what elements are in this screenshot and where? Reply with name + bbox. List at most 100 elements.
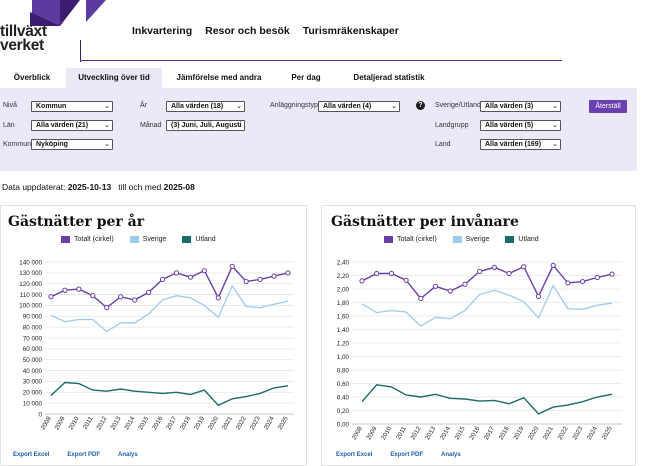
line-chart-gastnatter-per-invanare: 0,00 0,20 0,40 0,60 0,80 1,00 1,20 1,40 1,60 1,80… (337, 259, 622, 441)
chevron-down-icon: ⌄ (236, 103, 242, 110)
chevron-down-icon: ⌄ (552, 103, 558, 110)
legend-item-utland[interactable]: Utland (182, 236, 216, 243)
x-tick-label: 2016 (151, 415, 164, 431)
select-ar-value: Alla värden (18) (171, 103, 224, 110)
legend-item-sverige[interactable]: Sverige (129, 236, 166, 243)
select-niva[interactable]: Kommun ⌄ (31, 101, 113, 112)
legend-item-utland[interactable]: Utland (505, 236, 539, 243)
x-tick-label: 2018 (179, 415, 192, 431)
y-tick-label: 0,20 (337, 408, 350, 415)
logo-text-line1: tillväxt (0, 23, 47, 40)
legend-swatch (129, 236, 139, 243)
select-land[interactable]: Alla värden (169) ⌄ (480, 139, 561, 150)
data-point-total (359, 278, 365, 284)
chevron-down-icon: ⌄ (552, 141, 558, 148)
y-tick-label: 0,40 (337, 394, 350, 401)
dashboard-tabs: Överblick Utveckling över tid Jämförelse… (0, 68, 640, 88)
tab-overblick[interactable]: Överblick (13, 73, 51, 82)
export-excel-link[interactable]: Export Excel (13, 452, 50, 458)
updated-middle: till och med (118, 182, 162, 192)
data-point-total (609, 271, 615, 277)
export-pdf-link[interactable]: Export PDF (390, 452, 424, 458)
data-point-total (579, 278, 586, 285)
export-links: Export Excel Export PDF Analys (13, 452, 138, 458)
data-point-total (477, 268, 483, 275)
legend-swatch (452, 236, 462, 243)
reset-button[interactable]: Återställ (589, 100, 627, 113)
logo-text-line2: verket (0, 37, 44, 54)
analys-link[interactable]: Analys (441, 452, 461, 458)
data-point-total (104, 305, 110, 311)
legend-item-total[interactable]: Totalt (cirkel) (61, 236, 114, 243)
export-excel-link[interactable]: Export Excel (336, 452, 373, 458)
chevron-down-icon: ⌄ (236, 122, 242, 129)
nav-turismrakenskaper[interactable]: Turismräkenskaper (302, 25, 399, 37)
data-point-total (118, 294, 124, 300)
select-kommun[interactable]: Nyköping ⌄ (31, 139, 113, 150)
series-utland-line (50, 381, 289, 407)
tab-per-dag[interactable]: Per dag (291, 73, 321, 82)
data-point-total (257, 276, 263, 282)
logo-divider (80, 40, 81, 62)
select-sverige-utland-value: Alla värden (3) (485, 103, 534, 110)
tab-detaljerad-statistik[interactable]: Detaljerad statistik (353, 73, 425, 82)
y-tick-label: 2,20 (337, 273, 350, 280)
header-divider (80, 60, 562, 61)
series-utland-line (361, 384, 613, 415)
select-landgrupp[interactable]: Alla värden (5) ⌄ (480, 120, 561, 131)
legend-swatch (505, 236, 515, 243)
label-kommun: Kommun (3, 141, 32, 148)
main-nav: Inkvartering Resor och besök Turismräken… (132, 25, 399, 37)
label-manad: Månad (140, 122, 162, 129)
select-lan-value: Alla värden (21) (36, 122, 89, 129)
data-point-total (418, 295, 424, 302)
x-tick-label: 2011 (395, 425, 408, 441)
label-land: Land (435, 141, 451, 148)
x-tick-label: 2010 (68, 415, 81, 431)
x-tick-label: 2015 (454, 425, 467, 441)
logo[interactable]: tillväxt verket (0, 0, 112, 58)
x-tick-label: 2011 (82, 415, 95, 431)
data-point-total (462, 281, 468, 287)
x-tick-label: 2012 (95, 415, 108, 431)
y-tick-label: 120 000 (19, 281, 42, 288)
select-manad[interactable]: (3) Juni, Juli, Augusti ⌄ (166, 120, 245, 131)
series-total-line (361, 264, 613, 300)
label-lan: Län (3, 122, 15, 129)
y-tick-label: 1,80 (337, 300, 350, 307)
logo-mark-icon (30, 0, 106, 26)
select-sverige-utland[interactable]: Alla värden (3) ⌄ (480, 101, 561, 112)
x-tick-label: 2021 (542, 425, 555, 441)
x-tick-label: 2015 (137, 415, 150, 431)
select-lan[interactable]: Alla värden (21) ⌄ (31, 120, 113, 131)
legend-item-sverige[interactable]: Sverige (452, 236, 489, 243)
y-tick-label: 1,00 (337, 354, 350, 361)
tab-jamforelse-med-andra[interactable]: Jämförelse med andra (176, 73, 262, 82)
x-tick-label: 2024 (586, 425, 599, 441)
data-point-total (145, 289, 152, 296)
select-land-value: Alla värden (169) (485, 141, 542, 148)
y-tick-label: 0,80 (337, 367, 350, 374)
chart-legend: Totalt (cirkel) Sverige Utland (384, 236, 539, 243)
nav-resor-och-besok[interactable]: Resor och besök (205, 25, 290, 37)
legend-label: Totalt (cirkel) (397, 236, 437, 243)
data-point-total (132, 297, 138, 303)
nav-inkvartering[interactable]: Inkvartering (132, 25, 193, 37)
label-ar: År (140, 102, 147, 109)
x-tick-label: 2022 (235, 415, 248, 431)
updated-date: 2025-10-13 (67, 182, 112, 192)
analys-link[interactable]: Analys (118, 452, 138, 458)
export-pdf-link[interactable]: Export PDF (67, 452, 101, 458)
legend-item-total[interactable]: Totalt (cirkel) (384, 236, 437, 243)
chevron-down-icon: ⌄ (104, 122, 110, 129)
legend-label: Utland (518, 236, 539, 243)
tab-utveckling-over-tid[interactable]: Utveckling över tid (66, 68, 162, 88)
chart-card-gastnatter-per-ar: Gästnätter per år Totalt (cirkel) Sverig… (0, 205, 307, 466)
select-ar[interactable]: Alla värden (18) ⌄ (166, 101, 245, 112)
help-icon[interactable]: ? (416, 101, 425, 110)
data-point-total (535, 293, 542, 300)
data-point-total (447, 288, 453, 294)
series-sverige-line (50, 284, 289, 333)
select-anlaggningstyp[interactable]: Alla värden (4) ⌄ (318, 101, 400, 112)
y-tick-label: 0,00 (337, 421, 350, 428)
